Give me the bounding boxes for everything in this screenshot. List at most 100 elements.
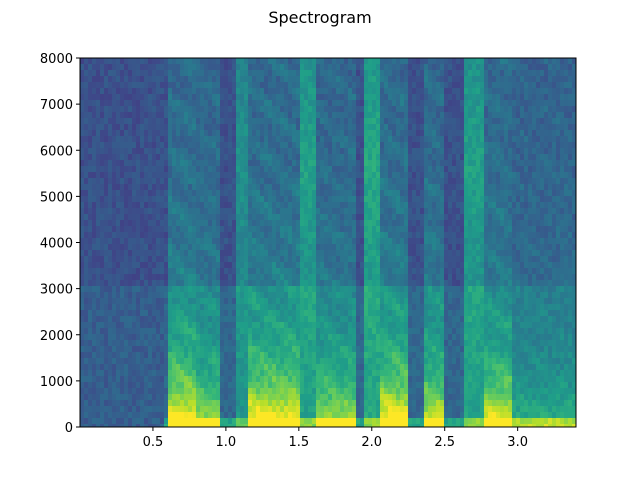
spectrogram-cell — [252, 118, 257, 125]
spectrogram-cell — [292, 208, 297, 215]
spectrogram-cell — [328, 310, 333, 317]
spectrogram-cell — [368, 364, 373, 371]
spectrogram-cell — [152, 250, 157, 257]
spectrogram-cell — [164, 334, 169, 341]
spectrogram-cell — [296, 280, 301, 287]
spectrogram-cell — [376, 142, 381, 149]
spectrogram-cell — [332, 424, 337, 428]
spectrogram-cell — [272, 190, 277, 197]
spectrogram-cell — [384, 136, 389, 143]
spectrogram-cell — [368, 394, 373, 401]
spectrogram-cell — [300, 244, 305, 251]
spectrogram-cell — [88, 148, 93, 155]
spectrogram-cell — [164, 262, 169, 269]
spectrogram-cell — [160, 100, 165, 107]
spectrogram-cell — [264, 112, 269, 119]
spectrogram-cell — [288, 268, 293, 275]
spectrogram-cell — [220, 100, 225, 107]
spectrogram-cell — [336, 172, 341, 179]
spectrogram-cell — [112, 412, 117, 419]
spectrogram-cell — [356, 388, 361, 395]
spectrogram-cell — [256, 184, 261, 191]
spectrogram-cell — [224, 202, 229, 209]
spectrogram-cell — [340, 382, 345, 389]
spectrogram-cell — [380, 172, 385, 179]
spectrogram-cell — [264, 64, 269, 71]
spectrogram-cell — [80, 142, 85, 149]
spectrogram-cell — [280, 106, 285, 113]
spectrogram-cell — [324, 286, 329, 293]
spectrogram-cell — [136, 334, 141, 341]
spectrogram-cell — [336, 280, 341, 287]
spectrogram-cell — [192, 328, 197, 335]
spectrogram-cell — [216, 136, 221, 143]
spectrogram-cell — [368, 256, 373, 263]
spectrogram-cell — [296, 256, 301, 263]
spectrogram-cell — [360, 304, 365, 311]
spectrogram-cell — [132, 418, 137, 425]
spectrogram-cell — [364, 202, 369, 209]
spectrogram-cell — [148, 292, 153, 299]
spectrogram-cell — [312, 394, 317, 401]
spectrogram-cell — [300, 136, 305, 143]
spectrogram-cell — [88, 424, 93, 428]
spectrogram-cell — [372, 328, 377, 335]
spectrogram-cell — [252, 274, 257, 281]
spectrogram-cell — [88, 280, 93, 287]
spectrogram-cell — [348, 142, 353, 149]
spectrogram-cell — [264, 298, 269, 305]
spectrogram-cell — [280, 346, 285, 353]
spectrogram-cell — [340, 94, 345, 101]
spectrogram-cell — [112, 148, 117, 155]
spectrogram-cell — [364, 70, 369, 77]
spectrogram-cell — [212, 340, 217, 347]
spectrogram-cell — [252, 220, 257, 227]
spectrogram-cell — [128, 124, 133, 131]
spectrogram-cell — [336, 76, 341, 83]
spectrogram-cell — [196, 70, 201, 77]
spectrogram-cell — [148, 304, 153, 311]
spectrogram-cell — [144, 178, 149, 185]
spectrogram-cell — [324, 274, 329, 281]
spectrogram-cell — [324, 190, 329, 197]
spectrogram-cell — [212, 262, 217, 269]
spectrogram-cell — [184, 304, 189, 311]
spectrogram-cell — [340, 412, 345, 419]
spectrogram-cell — [344, 112, 349, 119]
spectrogram-cell — [372, 124, 377, 131]
spectrogram-cell — [92, 400, 97, 407]
spectrogram-cell — [160, 322, 165, 329]
spectrogram-cell — [184, 142, 189, 149]
spectrogram-cell — [184, 226, 189, 233]
spectrogram-cell — [284, 88, 289, 95]
spectrogram-cell — [156, 154, 161, 161]
spectrogram-cell — [84, 250, 89, 257]
spectrogram-cell — [180, 244, 185, 251]
spectrogram-cell — [124, 208, 129, 215]
spectrogram-cell — [328, 382, 333, 389]
spectrogram-cell — [284, 208, 289, 215]
spectrogram-cell — [216, 94, 221, 101]
spectrogram-cell — [352, 130, 357, 137]
spectrogram-cell — [84, 268, 89, 275]
spectrogram-cell — [244, 106, 249, 113]
spectrogram-cell — [208, 238, 213, 245]
spectrogram-cell — [148, 358, 153, 365]
spectrogram-cell — [244, 184, 249, 191]
spectrogram-cell — [136, 346, 141, 353]
spectrogram-cell — [320, 232, 325, 239]
spectrogram-cell — [192, 94, 197, 101]
spectrogram-cell — [360, 178, 365, 185]
spectrogram-cell — [396, 148, 401, 155]
spectrogram-cell — [368, 388, 373, 395]
spectrogram-cell — [176, 154, 181, 161]
spectrogram-cell — [336, 328, 341, 335]
spectrogram-cell — [344, 310, 349, 317]
spectrogram-cell — [360, 244, 365, 251]
spectrogram-cell — [384, 184, 389, 191]
spectrogram-cell — [308, 418, 313, 425]
spectrogram-cell — [88, 196, 93, 203]
spectrogram-cell — [108, 136, 113, 143]
spectrogram-cell — [176, 202, 181, 209]
spectrogram-cell — [332, 232, 337, 239]
